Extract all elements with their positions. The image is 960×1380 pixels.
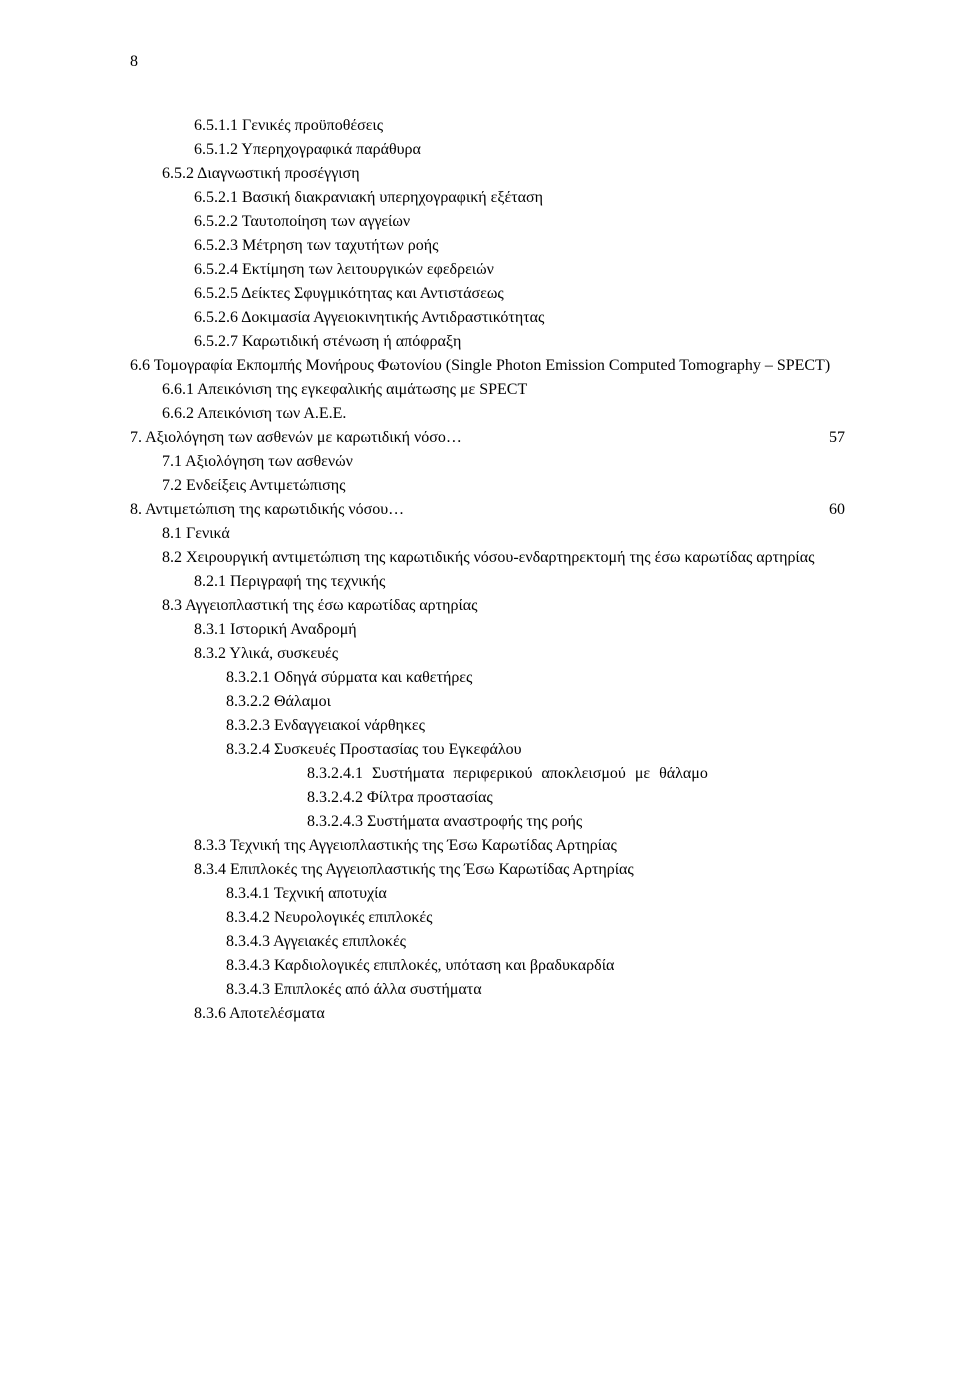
toc-line: 7.2 Ενδείξεις Αντιμετώπισης xyxy=(130,474,845,498)
toc-line: 8.3.4.3 Επιπλοκές από άλλα συστήματα xyxy=(130,978,845,1002)
toc-line: 8.3.2.1 Οδηγά σύρματα και καθετήρες xyxy=(130,666,845,690)
section-7-title: 7. Αξιολόγηση των ασθενών με καρωτιδική … xyxy=(130,426,809,450)
toc-line: 7.1 Αξιολόγηση των ασθενών xyxy=(130,450,845,474)
page-number: 8 xyxy=(130,50,845,74)
toc-line: 8.3.4.3 Αγγειακές επιπλοκές xyxy=(130,930,845,954)
section-7-header: 7. Αξιολόγηση των ασθενών με καρωτιδική … xyxy=(130,426,845,450)
toc-line: 6.5.2.3 Μέτρηση των ταχυτήτων ροής xyxy=(130,234,845,258)
toc-line: 6.6.1 Απεικόνιση της εγκεφαλικής αιμάτωσ… xyxy=(130,378,845,402)
toc-line: 8.3.4.2 Νευρολογικές επιπλοκές xyxy=(130,906,845,930)
toc-line: 6.5.1.1 Γενικές προϋποθέσεις xyxy=(130,114,845,138)
toc-line: 6.5.2.4 Εκτίμηση των λειτουργικών εφεδρε… xyxy=(130,258,845,282)
section-8-title: 8. Αντιμετώπιση της καρωτιδικής νόσου… xyxy=(130,498,809,522)
toc-line: 6.5.2.5 Δείκτες Σφυγμικότητας και Αντιστ… xyxy=(130,282,845,306)
toc-line: 8.3 Αγγειοπλαστική της έσω καρωτίδας αρτ… xyxy=(130,594,845,618)
toc-line: 8.3.2.2 Θάλαμοι xyxy=(130,690,845,714)
toc-line: 8.3.2.4.1 Συστήματα περιφερικού αποκλεισ… xyxy=(130,762,845,786)
toc-line: 8.3.6 Αποτελέσματα xyxy=(130,1002,845,1026)
toc-line: 8.1 Γενικά xyxy=(130,522,845,546)
toc-line: 8.3.2.4.3 Συστήματα αναστροφής της ροής xyxy=(130,810,845,834)
toc-line: 6.6 Τομογραφία Εκπομπής Μονήρους Φωτονίο… xyxy=(130,354,845,378)
toc-line: 8.3.2.4 Συσκευές Προστασίας του Εγκεφάλο… xyxy=(130,738,845,762)
section-8-header: 8. Αντιμετώπιση της καρωτιδικής νόσου… 6… xyxy=(130,498,845,522)
toc-line: 8.3.2.4.2 Φίλτρα προστασίας xyxy=(130,786,845,810)
toc-line: 8.3.2 Υλικά, συσκευές xyxy=(130,642,845,666)
section-7-sub: 7.1 Αξιολόγηση των ασθενών7.2 Ενδείξεις … xyxy=(130,450,845,498)
toc-line: 8.2 Χειρουργική αντιμετώπιση της καρωτιδ… xyxy=(130,546,845,570)
section-7-page: 57 xyxy=(809,426,845,450)
toc-line: 6.5.2 Διαγνωστική προσέγγιση xyxy=(130,162,845,186)
toc-line: 8.3.2.3 Ενδαγγειακοί νάρθηκες xyxy=(130,714,845,738)
toc-line: 6.5.2.6 Δοκιμασία Αγγειοκινητικής Αντιδρ… xyxy=(130,306,845,330)
toc-line: 8.3.4 Επιπλοκές της Αγγειοπλαστικής της … xyxy=(130,858,845,882)
section-8-sub: 8.1 Γενικά8.2 Χειρουργική αντιμετώπιση τ… xyxy=(130,522,845,1026)
toc-line: 8.2.1 Περιγραφή της τεχνικής xyxy=(130,570,845,594)
toc-line: 6.6.2 Απεικόνιση των Α.Ε.Ε. xyxy=(130,402,845,426)
toc-line: 6.5.1.2 Υπερηχογραφικά παράθυρα xyxy=(130,138,845,162)
toc-line: 8.3.4.3 Καρδιολογικές επιπλοκές, υπόταση… xyxy=(130,954,845,978)
toc-line: 6.5.2.2 Ταυτοποίηση των αγγείων xyxy=(130,210,845,234)
toc-line: 6.5.2.7 Καρωτιδική στένωση ή απόφραξη xyxy=(130,330,845,354)
toc-line: 6.5.2.1 Βασική διακρανιακή υπερηχογραφικ… xyxy=(130,186,845,210)
section-8-page: 60 xyxy=(809,498,845,522)
toc-line: 8.3.3 Τεχνική της Αγγειοπλαστικής της Έσ… xyxy=(130,834,845,858)
toc-line: 8.3.4.1 Τεχνική αποτυχία xyxy=(130,882,845,906)
toc-section-6: 6.5.1.1 Γενικές προϋποθέσεις6.5.1.2 Υπερ… xyxy=(130,114,845,426)
toc-line: 8.3.1 Ιστορική Αναδρομή xyxy=(130,618,845,642)
